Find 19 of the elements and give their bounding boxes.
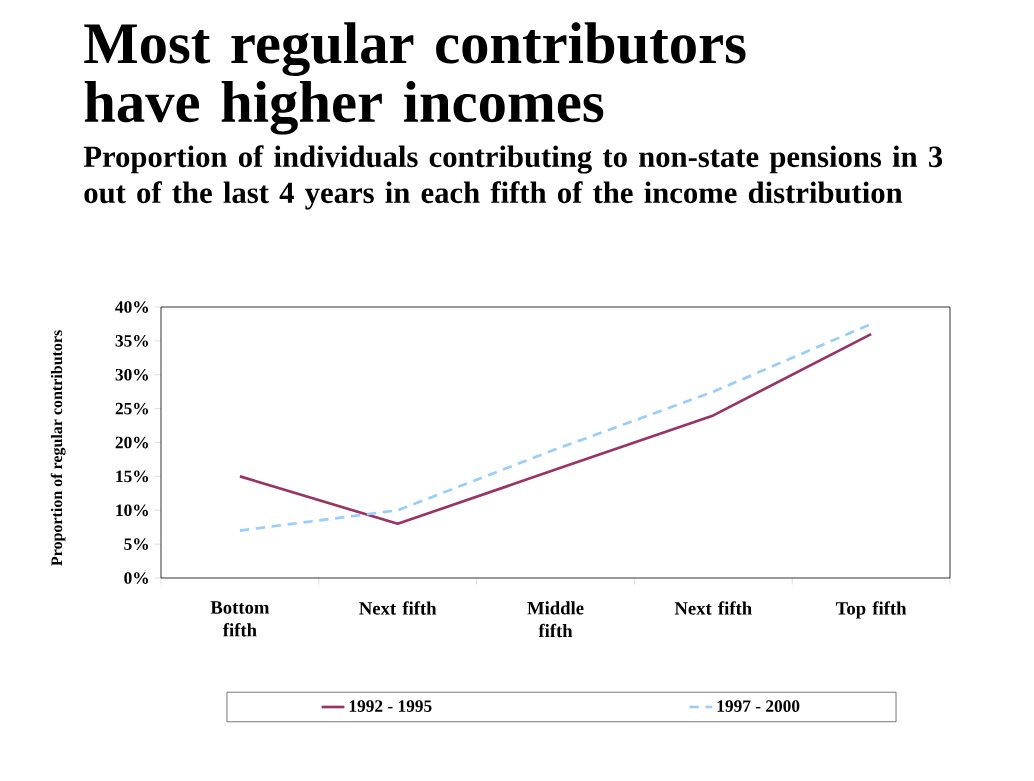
x-tick-label: Next fifth [674,601,752,615]
legend-label: 1992 - 1995 [349,700,432,712]
x-tick-label: Middle fifth [527,601,584,638]
y-tick-label: 25% [115,402,148,415]
x-tick-label: Top fifth [835,601,907,619]
y-tick-label: 20% [115,436,148,449]
x-tick-label: Next fifth [359,601,437,615]
chart-subtitle: Proportion of individuals contributing to non-state pensions in 3 out of the last 4 years in each fifth of the income distribution [83,145,943,210]
y-tick-label: 0% [124,572,148,584]
y-axis-title: Proportion of regular contributors [50,330,66,566]
legend-label: 1997 - 2000 [717,700,800,712]
y-tick-label: 40% [115,301,148,313]
y-tick-label: 35% [115,335,148,347]
y-tick-label: 10% [116,504,148,517]
x-tick-label: Bottom fifth [210,601,270,637]
y-tick-label: 15% [116,470,148,483]
y-tick-label: 30% [115,368,148,381]
chart-title: Most regular contributors have higher incomes [84,22,746,135]
y-tick-label: 5% [124,538,148,550]
